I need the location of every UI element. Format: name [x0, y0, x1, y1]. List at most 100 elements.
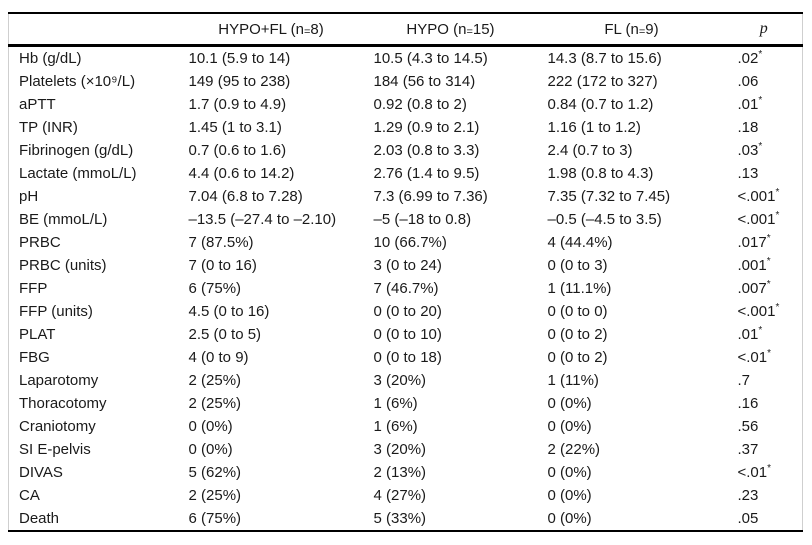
p-value: .7 — [737, 372, 751, 389]
p-value: .017 — [737, 234, 767, 251]
p-value: .05 — [737, 510, 759, 527]
value-cell-hypo: 3 (20%) — [373, 372, 427, 389]
row-label: PRBC — [19, 234, 61, 251]
value-cell-fl: 1 (11.1%) — [547, 280, 612, 297]
p-value: .03 — [737, 142, 759, 159]
column-header-text: HYPO+FL (n — [218, 20, 304, 38]
p-value: <.001 — [737, 188, 776, 205]
table-row: DIVAS 5 (62%) 2 (13%) 0 (0%) <.01* — [9, 461, 803, 484]
table-row: Craniotomy 0 (0%) 1 (6%) 0 (0%) .56 — [9, 415, 803, 438]
value-cell-hypo-fl: 149 (95 to 238) — [188, 73, 291, 90]
p-value-cell: <.01* — [726, 346, 803, 369]
value-cell-hypo-fl: 7.04 (6.8 to 7.28) — [188, 188, 303, 205]
significance-star: * — [766, 279, 771, 290]
row-label: BE (mmoL/L) — [19, 211, 108, 228]
value-cell-fl: 0 (0%) — [547, 464, 592, 481]
value-cell-hypo-fl: 5 (62%) — [188, 464, 242, 481]
equals-sign: = — [466, 25, 473, 38]
value-cell-hypo: 1 (6%) — [373, 395, 418, 412]
significance-star: * — [758, 49, 763, 60]
table-row: TP (INR) 1.45 (1 to 3.1) 1.29 (0.9 to 2.1)… — [9, 116, 803, 139]
table-row: Fibrinogen (g/dL) 0.7 (0.6 to 1.6) 2.03 (0… — [9, 139, 803, 162]
header-row: HYPO+FL (n=8) HYPO (n=15) FL (n=9) p — [8, 13, 803, 47]
p-value-cell: .05 — [726, 507, 803, 531]
row-label: Lactate (mmoL/L) — [19, 165, 137, 182]
value-cell-hypo: 0 (0 to 20) — [373, 303, 442, 320]
value-cell-hypo: 0 (0 to 18) — [373, 349, 442, 366]
value-cell-hypo-fl: 7 (0 to 16) — [188, 257, 257, 274]
p-value: .02 — [737, 50, 759, 67]
value-cell-fl: 0 (0%) — [547, 487, 592, 504]
row-label: Platelets (×10⁹/L) — [19, 73, 136, 90]
value-cell-fl: 0 (0%) — [547, 418, 592, 435]
significance-star: * — [767, 348, 772, 359]
p-value: <.001 — [737, 303, 776, 320]
row-label: Thoracotomy — [19, 395, 107, 412]
row-label: aPTT — [19, 96, 56, 113]
value-cell-fl: 0 (0%) — [547, 510, 592, 527]
value-cell-hypo: 5 (33%) — [373, 510, 427, 527]
p-value-cell: .01* — [726, 93, 803, 116]
column-header-p: p — [725, 13, 803, 47]
significance-star: * — [775, 187, 780, 198]
value-cell-hypo-fl: 2 (25%) — [188, 395, 242, 412]
value-cell-fl: 1.98 (0.8 to 4.3) — [547, 165, 654, 182]
p-value-cell: <.001* — [726, 185, 803, 208]
table-row: pH 7.04 (6.8 to 7.28) 7.3 (6.99 to 7.36) 7.… — [9, 185, 803, 208]
value-cell-fl: 0 (0%) — [547, 395, 592, 412]
value-cell-hypo: 184 (56 to 314) — [373, 73, 476, 90]
p-value-cell: .7 — [726, 369, 803, 392]
value-cell-hypo: 10.5 (4.3 to 14.5) — [373, 50, 488, 67]
table-row: Platelets (×10⁹/L) 149 (95 to 238) 184 (56… — [9, 70, 803, 93]
value-cell-hypo: 1.29 (0.9 to 2.1) — [373, 119, 480, 136]
value-cell-hypo-fl: 0 (0%) — [188, 418, 233, 435]
significance-star: * — [758, 141, 763, 152]
p-value-cell: .56 — [726, 415, 803, 438]
p-value-cell: <.001* — [726, 208, 803, 231]
table-row: FBG 4 (0 to 9) 0 (0 to 18) 0 (0 to 2) <.01* — [9, 346, 803, 369]
value-cell-hypo: 2.76 (1.4 to 9.5) — [373, 165, 480, 182]
column-header-text: FL (n — [604, 20, 639, 38]
significance-star: * — [758, 325, 763, 336]
significance-star: * — [775, 210, 780, 221]
p-value: .007 — [737, 280, 767, 297]
p-value-cell: .37 — [726, 438, 803, 461]
table-row: PRBC 7 (87.5%) 10 (66.7%) 4 (44.4%) .017* — [9, 231, 803, 254]
value-cell-fl: 0 (0 to 3) — [547, 257, 608, 274]
p-value-cell: .007* — [726, 277, 803, 300]
equals-sign: = — [638, 25, 646, 38]
value-cell-hypo-fl: 1.7 (0.9 to 4.9) — [188, 96, 287, 113]
table-row: SI E-pelvis 0 (0%) 3 (20%) 2 (22%) .37 — [9, 438, 803, 461]
column-header-fl: FL (n=9) — [537, 13, 726, 47]
equals-sign: = — [303, 25, 311, 38]
significance-star: * — [758, 95, 763, 106]
row-label: SI E-pelvis — [19, 441, 91, 458]
p-value-cell: .017* — [726, 231, 803, 254]
p-value: .01 — [737, 96, 759, 113]
value-cell-hypo-fl: 6 (75%) — [188, 280, 242, 297]
row-label: Hb (g/dL) — [19, 50, 82, 67]
table-row: Laparotomy 2 (25%) 3 (20%) 1 (11%) .7 — [9, 369, 803, 392]
row-label: TP (INR) — [19, 119, 78, 136]
row-label: PLAT — [19, 326, 56, 343]
value-cell-fl: 1 (11%) — [547, 372, 599, 389]
value-cell-hypo-fl: 1.45 (1 to 3.1) — [188, 119, 282, 136]
row-label: FFP — [19, 280, 48, 297]
p-value: .56 — [737, 418, 759, 435]
value-cell-fl: 0 (0 to 2) — [547, 349, 608, 366]
value-cell-hypo-fl: 2.5 (0 to 5) — [188, 326, 262, 343]
column-header-text: HYPO (n — [406, 20, 467, 38]
p-value: .001 — [737, 257, 767, 274]
value-cell-hypo: 0 (0 to 10) — [373, 326, 442, 343]
value-cell-hypo-fl: 4.5 (0 to 16) — [188, 303, 270, 320]
value-cell-hypo: 3 (0 to 24) — [373, 257, 442, 274]
significance-star: * — [767, 463, 772, 474]
p-value: .13 — [737, 165, 759, 182]
table-row: BE (mmoL/L) –13.5 (–27.4 to –2.10) –5 (–18… — [9, 208, 803, 231]
p-value-cell: .23 — [726, 484, 803, 507]
value-cell-fl: 4 (44.4%) — [547, 234, 613, 251]
p-value-cell: .13 — [726, 162, 803, 185]
value-cell-fl: –0.5 (–4.5 to 3.5) — [547, 211, 662, 228]
row-label: CA — [19, 487, 40, 504]
column-header-empty — [8, 13, 179, 47]
